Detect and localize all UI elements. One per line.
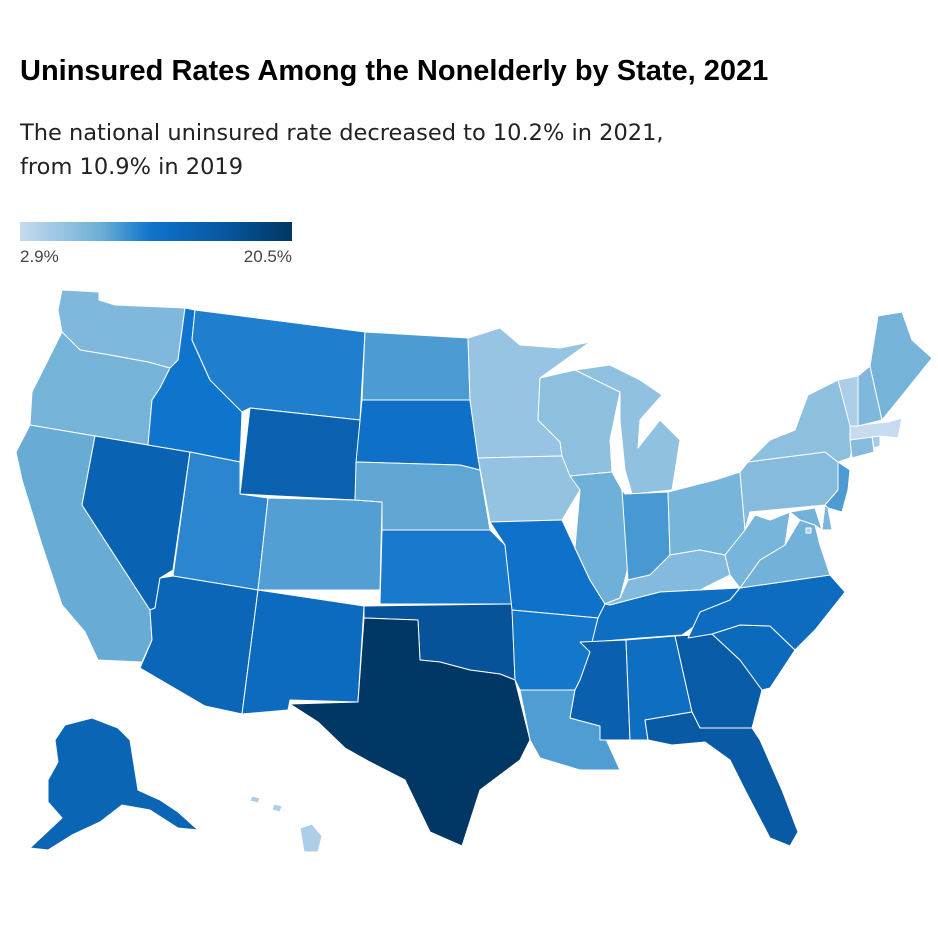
state-ND[interactable]	[361, 331, 471, 401]
state-TX[interactable]	[289, 617, 531, 847]
state-WY[interactable]	[239, 407, 361, 501]
legend-gradient-rect	[20, 222, 292, 241]
state-DE[interactable]	[821, 504, 833, 531]
legend-min-label: 2.9%	[20, 247, 59, 266]
state-OH[interactable]	[667, 471, 746, 556]
state-FL[interactable]	[644, 711, 799, 847]
state-MD[interactable]	[769, 507, 823, 531]
legend-max-label: 20.5%	[243, 247, 292, 266]
state-NY[interactable]	[747, 379, 853, 463]
legend-color-scale	[20, 222, 292, 241]
state-SD[interactable]	[355, 399, 481, 471]
state-NJ[interactable]	[824, 461, 851, 513]
state-KS[interactable]	[379, 529, 513, 605]
state-MI[interactable]	[574, 364, 681, 495]
state-WV[interactable]	[724, 511, 791, 589]
state-MA[interactable]	[849, 417, 903, 441]
state-HI[interactable]	[249, 795, 323, 853]
state-NM[interactable]	[241, 589, 365, 715]
state-RI[interactable]	[871, 435, 881, 449]
state-AZ[interactable]	[139, 575, 259, 715]
state-IA[interactable]	[477, 455, 581, 523]
state-ME[interactable]	[869, 311, 933, 421]
chart-subtitle: The national uninsured rate decreased to…	[20, 116, 820, 184]
subtitle-line-1: The national uninsured rate decreased to…	[20, 120, 664, 146]
subtitle-line-2: from 10.9% in 2019	[20, 154, 244, 180]
state-KY[interactable]	[604, 549, 731, 606]
state-NC[interactable]	[687, 574, 846, 651]
state-AK[interactable]	[29, 717, 199, 851]
state-CO[interactable]	[257, 497, 383, 591]
chart-title: Uninsured Rates Among the Nonelderly by …	[20, 55, 769, 87]
state-DC[interactable]	[805, 527, 812, 534]
